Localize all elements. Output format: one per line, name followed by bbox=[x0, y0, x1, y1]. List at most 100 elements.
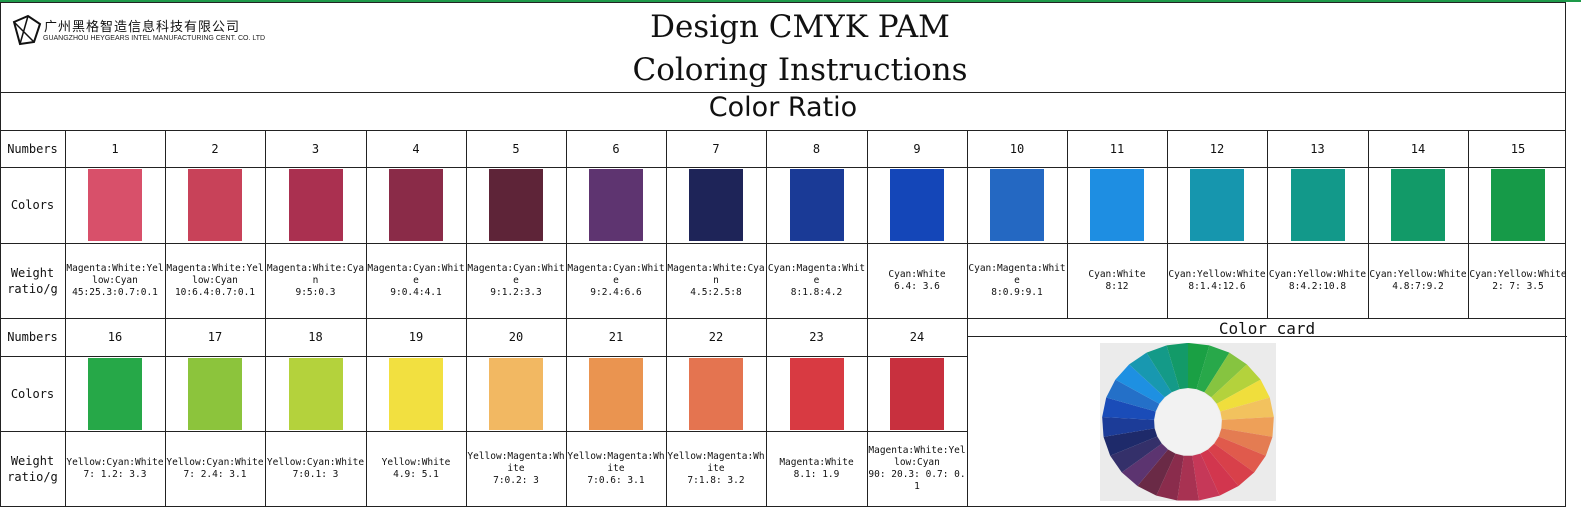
color-wheel-segment bbox=[1221, 417, 1274, 437]
color-number: 3 bbox=[311, 141, 320, 156]
color-number: 7 bbox=[712, 141, 720, 156]
color-number: 22 bbox=[708, 330, 724, 344]
color-wheel-segment bbox=[1196, 345, 1230, 393]
column-divider bbox=[1067, 130, 1068, 318]
color-wheel-segment bbox=[1102, 397, 1156, 420]
color-swatch bbox=[790, 169, 844, 241]
weight-ratio-text: Cyan:Yellow:White 4.8:7:9.2 bbox=[1369, 269, 1466, 293]
color-number: 15 bbox=[1510, 141, 1526, 156]
color-number: 4 bbox=[412, 141, 420, 156]
color-wheel-segment bbox=[1106, 379, 1160, 412]
weight-ratio-text: Cyan:Magenta:White 8:1.8:4.2 bbox=[767, 263, 866, 299]
weight-ratio-cell: Magenta:White:Yellow:Cyan 10:6.4:0.7:0.1 bbox=[165, 243, 265, 318]
weight-ratio-text: Magenta:White:Cyan 9:5:0.3 bbox=[266, 263, 365, 299]
weight-ratio-cell: Magenta:Cyan:White 9:1.2:3.3 bbox=[466, 243, 566, 318]
column-divider bbox=[1267, 130, 1268, 318]
row-label-colors: Colors bbox=[10, 198, 55, 212]
color-swatch bbox=[890, 358, 944, 430]
column-divider bbox=[967, 318, 968, 507]
color-swatch bbox=[289, 169, 343, 241]
column-divider bbox=[65, 130, 66, 318]
row-label-numbers: Numbers bbox=[7, 141, 58, 156]
column-divider bbox=[1468, 130, 1469, 318]
color-swatch bbox=[188, 358, 242, 430]
row-label-weight-ratio: Weight ratio/g bbox=[7, 454, 58, 484]
ratio-components: Cyan:Magenta:White bbox=[968, 262, 1066, 286]
weight-ratio-text: Yellow:Magenta:White 7:0.6: 3.1 bbox=[567, 451, 665, 487]
color-swatch bbox=[990, 169, 1044, 241]
weight-ratio-text: Cyan:Yellow:White 2: 7: 3.5 bbox=[1469, 269, 1566, 293]
ratio-components: Yellow:Magenta:White bbox=[467, 451, 565, 474]
ratio-values: 8:1.8:4.2 bbox=[790, 286, 843, 298]
color-number: 19 bbox=[408, 330, 424, 344]
weight-ratio-text: Cyan:Yellow:White 8:1.4:12.6 bbox=[1168, 269, 1265, 293]
column-divider bbox=[466, 130, 467, 318]
ratio-components: Yellow:White bbox=[381, 457, 451, 468]
ratio-components: Cyan:Yellow:White bbox=[1168, 268, 1266, 280]
column-divider bbox=[867, 318, 868, 507]
ratio-values: 7:0.1: 3 bbox=[292, 469, 339, 480]
ratio-components: Magenta:White:Cyan bbox=[667, 262, 765, 286]
color-wheel-segment bbox=[1166, 343, 1188, 390]
color-wheel-segment bbox=[1218, 428, 1273, 456]
weight-ratio-text: Yellow:Cyan:White 7: 1.2: 3.3 bbox=[66, 457, 163, 481]
weight-ratio-text: Yellow:Cyan:White 7:0.1: 3 bbox=[267, 457, 364, 481]
rule-under-title bbox=[0, 92, 1566, 93]
weight-ratio-cell: Magenta:White:Yellow:Cyan 45:25.3:0.7:0.1 bbox=[65, 243, 165, 318]
color-wheel-segment bbox=[1177, 455, 1199, 501]
column-divider bbox=[265, 318, 266, 507]
ratio-components: Magenta:Cyan:White bbox=[567, 262, 665, 286]
ratio-components: Magenta:White:Yellow:Cyan bbox=[166, 262, 264, 286]
color-number: 6 bbox=[612, 141, 620, 156]
color-number: 1 bbox=[111, 141, 119, 156]
page-frame bbox=[0, 2, 1566, 507]
color-swatch bbox=[890, 169, 944, 241]
column-divider bbox=[666, 130, 667, 318]
ratio-values: 9:1.2:3.3 bbox=[490, 286, 542, 298]
weight-ratio-text: Magenta:White:Cyan 4.5:2.5:8 bbox=[667, 263, 765, 299]
color-swatch bbox=[589, 169, 643, 241]
weight-ratio-cell: Cyan:White 6.4: 3.6 bbox=[867, 243, 967, 318]
color-swatch bbox=[289, 358, 343, 430]
weight-ratio-cell: Magenta:White:Yellow:Cyan 90: 20.3: 0.7: … bbox=[867, 431, 967, 507]
ratio-components: Cyan:White bbox=[888, 268, 946, 280]
column-divider bbox=[566, 318, 567, 507]
weight-ratio-text: Magenta:White:Yellow:Cyan 45:25.3:0.7:0.1 bbox=[66, 263, 164, 299]
column-divider bbox=[766, 318, 767, 507]
company-name-en: GUANGZHOU HEYGEARS INTEL MANUFACTURING C… bbox=[43, 35, 266, 42]
column-divider bbox=[165, 130, 166, 318]
color-swatch bbox=[489, 169, 543, 241]
ratio-values: 7:1.8: 3.2 bbox=[687, 475, 745, 486]
ratio-components: Magenta:White:Yellow:Cyan bbox=[66, 262, 164, 286]
top-accent-line bbox=[0, 0, 1581, 2]
ratio-values: 2: 7: 3.5 bbox=[1492, 280, 1544, 292]
color-number: 5 bbox=[512, 141, 520, 156]
ratio-values: 8.1: 1.9 bbox=[793, 469, 840, 480]
weight-ratio-text: Magenta:Cyan:White 9:1.2:3.3 bbox=[467, 263, 565, 299]
ratio-components: Magenta:White:Yellow:Cyan bbox=[868, 445, 966, 468]
color-swatch bbox=[1090, 169, 1144, 241]
column-divider bbox=[867, 130, 868, 318]
ratio-components: Cyan:White bbox=[1088, 268, 1146, 280]
company-name-cn: 广州黑格智造信息科技有限公司 bbox=[44, 20, 241, 35]
weight-ratio-text: Magenta:White:Yellow:Cyan 10:6.4:0.7:0.1 bbox=[166, 263, 264, 299]
ratio-values: 9:0.4:4.1 bbox=[390, 286, 442, 298]
column-divider bbox=[265, 130, 266, 318]
ratio-components: Cyan:Magenta:White bbox=[767, 262, 866, 286]
color-number: 20 bbox=[508, 330, 524, 344]
ratio-values: 90: 20.3: 0.7: 0.1 bbox=[868, 469, 966, 492]
color-number: 12 bbox=[1209, 141, 1225, 156]
ratio-values: 8:4.2:10.8 bbox=[1288, 280, 1347, 292]
ratio-values: 7:0.6: 3.1 bbox=[587, 475, 645, 486]
weight-ratio-text: Yellow:Magenta:White 7:0.2: 3 bbox=[467, 451, 565, 487]
weight-ratio-cell: Yellow:Magenta:White 7:1.8: 3.2 bbox=[666, 431, 766, 507]
weight-ratio-cell: Magenta:White 8.1: 1.9 bbox=[766, 431, 867, 507]
color-swatch bbox=[88, 169, 142, 241]
ratio-values: 45:25.3:0.7:0.1 bbox=[72, 286, 158, 298]
weight-ratio-cell: Cyan:Yellow:White 8:1.4:12.6 bbox=[1167, 243, 1267, 318]
ratio-components: Yellow:Cyan:White bbox=[66, 457, 164, 468]
color-swatch bbox=[188, 169, 242, 241]
ratio-components: Yellow:Cyan:White bbox=[266, 457, 365, 468]
ratio-values: 8:0.9:9.1 bbox=[991, 286, 1043, 298]
color-wheel-segment bbox=[1214, 436, 1266, 473]
